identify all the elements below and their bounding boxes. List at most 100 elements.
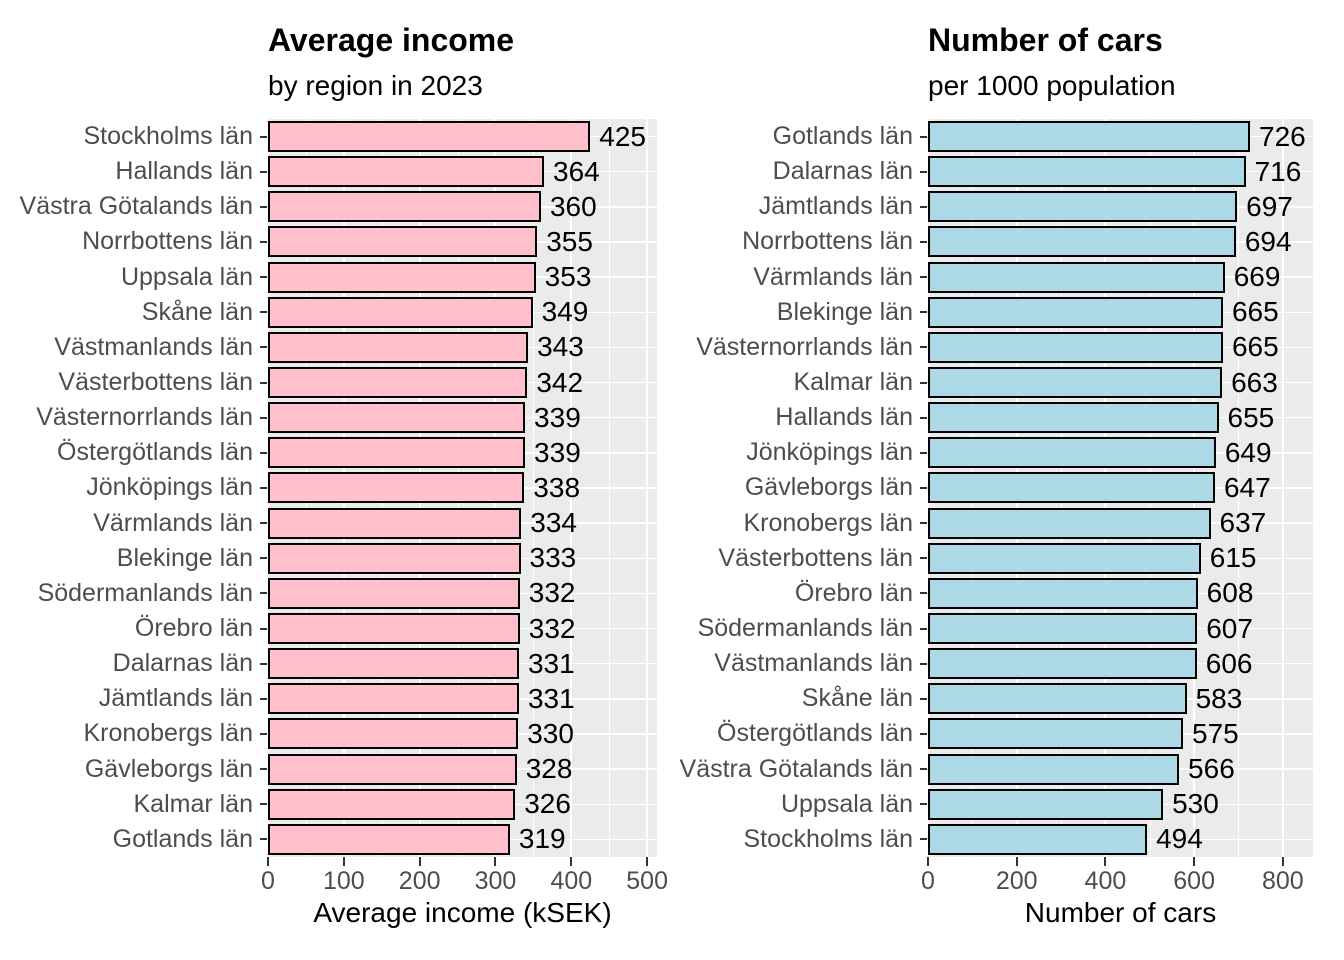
bar xyxy=(268,577,520,609)
bar xyxy=(928,718,1184,750)
y-tick-mark xyxy=(260,170,268,173)
category-label: Jönköpings län xyxy=(746,438,913,467)
bar-value-label: 425 xyxy=(599,120,646,152)
y-axis-label-row: Västra Götalands län xyxy=(672,752,928,787)
bar-value-label: 637 xyxy=(1219,507,1267,539)
y-tick-mark xyxy=(920,838,928,841)
category-label: Västerbottens län xyxy=(718,543,913,572)
bar-row: 326 xyxy=(268,787,657,822)
y-tick-mark xyxy=(260,486,268,489)
y-tick-mark xyxy=(920,732,928,735)
y-tick-mark xyxy=(920,592,928,595)
bar-row: 425 xyxy=(268,119,657,154)
y-tick-mark xyxy=(920,662,928,665)
bar-row: 697 xyxy=(928,189,1313,224)
category-label: Västmanlands län xyxy=(714,649,913,678)
y-axis-label-row: Östergötlands län xyxy=(672,716,928,751)
x-tick-label: 300 xyxy=(474,867,517,895)
bar-row: 575 xyxy=(928,716,1313,751)
x-tick-label: 500 xyxy=(626,867,668,895)
bar-value-label: 330 xyxy=(527,717,574,749)
y-axis-label-row: Skåne län xyxy=(0,295,268,330)
bar xyxy=(928,683,1187,715)
bar-row: 349 xyxy=(268,295,657,330)
bar-row: 665 xyxy=(928,330,1313,365)
bar xyxy=(268,753,517,785)
bar-row: 319 xyxy=(268,822,657,857)
y-axis-label-row: Östergötlands län xyxy=(0,435,268,470)
bar-value-label: 663 xyxy=(1231,366,1278,398)
bar xyxy=(268,823,510,855)
chart-title: Number of cars xyxy=(928,22,1163,58)
chart-subtitle: by region in 2023 xyxy=(268,70,483,101)
y-tick-mark xyxy=(260,838,268,841)
bar-row: 328 xyxy=(268,752,657,787)
bar-value-label: 583 xyxy=(1195,682,1243,714)
y-tick-mark xyxy=(920,381,928,384)
y-axis-label-row: Hallands län xyxy=(672,400,928,435)
bar-value-label: 332 xyxy=(528,612,576,644)
y-axis-label-row: Kronobergs län xyxy=(672,506,928,541)
bar xyxy=(268,331,529,363)
minor-gridline xyxy=(1238,119,1240,857)
bar-value-label: 647 xyxy=(1223,471,1271,503)
y-axis-label-row: Skåne län xyxy=(672,681,928,716)
bar-value-label: 349 xyxy=(541,296,589,328)
x-tick-mark xyxy=(927,857,929,866)
y-tick-mark xyxy=(260,416,268,419)
y-tick-mark xyxy=(260,311,268,314)
bar xyxy=(928,507,1211,539)
bar xyxy=(268,648,519,680)
category-label: Uppsala län xyxy=(780,789,913,818)
bar-value-label: 331 xyxy=(527,647,575,679)
x-tick-label: 200 xyxy=(995,867,1038,895)
major-gridline xyxy=(1281,119,1284,857)
bar-value-label: 326 xyxy=(524,788,571,820)
bar xyxy=(928,542,1201,574)
y-axis-label-row: Värmlands län xyxy=(672,260,928,295)
x-tick-mark xyxy=(342,857,345,866)
bar-rows: 726 716 697 694 669 665 665 663 655 649 647 637 615 6… xyxy=(928,119,1313,857)
bar xyxy=(928,226,1236,258)
bar-row: 342 xyxy=(268,365,657,400)
y-axis-label-row: Dalarnas län xyxy=(672,154,928,189)
y-tick-mark xyxy=(920,311,928,314)
bar xyxy=(268,367,528,399)
bar-row: 360 xyxy=(268,189,657,224)
bar-value-label: 575 xyxy=(1192,717,1239,749)
bar xyxy=(928,296,1223,328)
bar-row: 355 xyxy=(268,224,657,259)
bar-row: 647 xyxy=(928,470,1313,505)
y-tick-mark xyxy=(920,627,928,630)
y-axis-label-row: Blekinge län xyxy=(0,541,268,576)
y-axis-label-row: Dalarnas län xyxy=(0,646,268,681)
bar-rows: 425 364 360 355 353 349 343 342 339 339 338 334 333 3… xyxy=(268,119,657,857)
y-tick-mark xyxy=(920,276,928,279)
bar xyxy=(928,753,1180,785)
bar xyxy=(268,191,541,223)
category-label: Gotlands län xyxy=(772,122,913,151)
number-of-cars-chart: Number of cars per 1000 population Gotla… xyxy=(672,0,1344,960)
category-label: Kalmar län xyxy=(133,789,254,818)
bar xyxy=(268,507,522,539)
bar xyxy=(928,156,1246,188)
y-tick-mark xyxy=(920,451,928,454)
y-axis-label-row: Gotlands län xyxy=(0,822,268,857)
bar-row: 726 xyxy=(928,119,1313,154)
category-label: Jämtlands län xyxy=(758,192,913,221)
bar-value-label: 566 xyxy=(1188,753,1235,785)
bar xyxy=(928,823,1148,855)
x-tick-mark xyxy=(1193,857,1196,866)
minor-gridline xyxy=(533,119,535,857)
bar-row: 583 xyxy=(928,681,1313,716)
bar xyxy=(928,402,1219,434)
category-label: Stockholms län xyxy=(83,122,253,151)
category-label: Kalmar län xyxy=(793,368,914,397)
bar-value-label: 355 xyxy=(546,225,593,257)
category-label: Blekinge län xyxy=(116,543,253,572)
y-axis-label-row: Södermanlands län xyxy=(672,611,928,646)
y-tick-mark xyxy=(260,627,268,630)
bar xyxy=(268,121,591,153)
y-axis-label-row: Västernorrlands län xyxy=(0,400,268,435)
bar xyxy=(928,437,1216,469)
